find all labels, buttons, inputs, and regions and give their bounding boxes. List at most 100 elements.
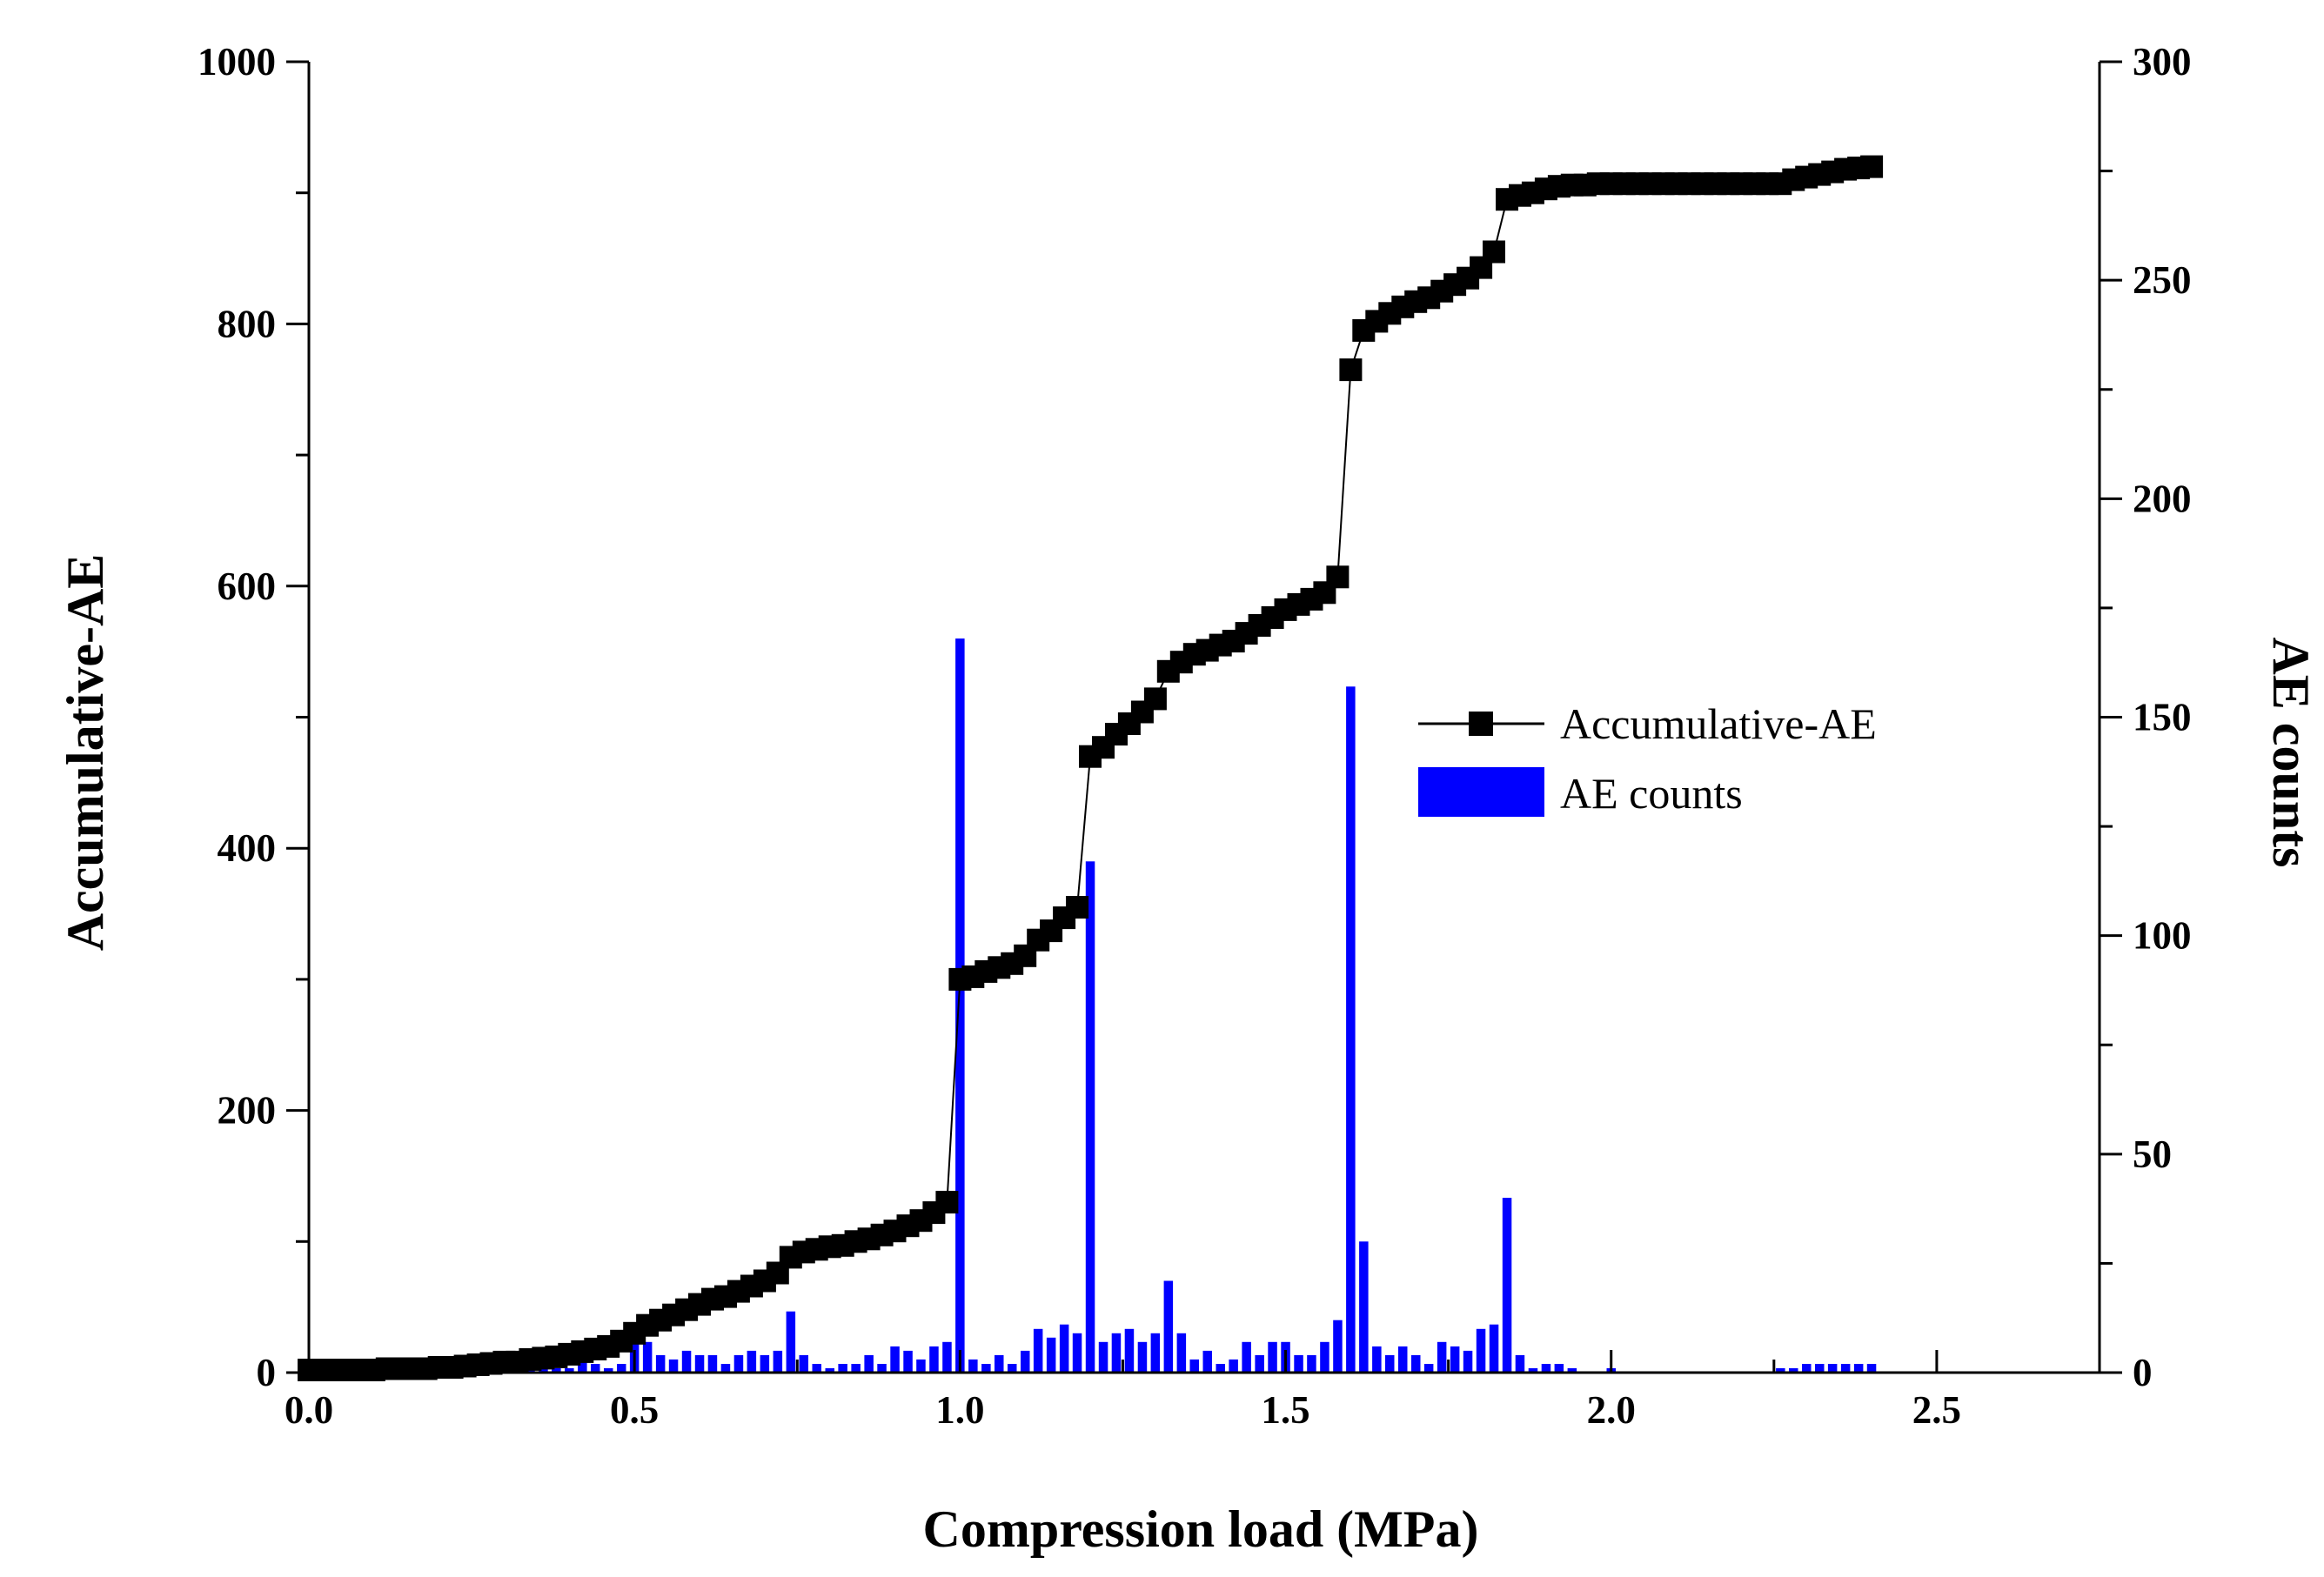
bar [1476,1328,1486,1373]
bar [1111,1333,1122,1373]
legend-marker-swatch [1469,712,1493,736]
bar [1489,1324,1499,1373]
bar [1385,1354,1395,1373]
bar [1320,1341,1329,1373]
bar [1176,1333,1187,1373]
bar [1789,1368,1798,1373]
bar [720,1364,731,1373]
bar [1359,1241,1369,1373]
bar [1294,1354,1303,1373]
y-axis-left-title: Accumulative-AE [57,554,114,952]
bar [903,1350,913,1373]
bar [877,1364,887,1373]
data-point [935,1191,959,1214]
bar [851,1364,861,1373]
y-axis-right-title: AE counts [2262,637,2320,867]
legend-label-ae-counts: AE counts [1560,769,1743,818]
accumulative-ae-series [298,155,1884,1381]
x-tick-label: 1.0 [935,1388,984,1432]
bar [1346,686,1356,1373]
bar [1124,1328,1135,1373]
bar [1202,1350,1212,1373]
x-tick-label: 0.0 [285,1388,333,1432]
bar [1046,1337,1056,1373]
bar [1189,1359,1199,1373]
legend: Accumulative-AE AE counts [1418,699,1877,818]
bar [799,1354,808,1373]
data-point [1860,155,1884,178]
bar [825,1368,834,1373]
bar [1242,1341,1251,1373]
bar [786,1311,796,1373]
y-right-tick-label: 150 [2133,696,2192,739]
y-right-tick-label: 0 [2133,1351,2153,1394]
bar [1033,1328,1043,1373]
bar [929,1346,939,1373]
x-tick-label: 1.5 [1261,1388,1309,1432]
bar [694,1354,705,1373]
bar [604,1368,613,1373]
bar [890,1346,900,1373]
bar [1815,1364,1825,1373]
bar [1333,1320,1343,1373]
bar [1866,1364,1877,1373]
x-axis-title: Compression load (MPa) [923,1500,1479,1558]
y-left-tick-label: 800 [218,302,277,345]
bar [642,1341,653,1373]
bar [864,1354,874,1373]
data-point [1066,896,1089,919]
bar [1802,1364,1812,1373]
y-right-tick-label: 50 [2133,1133,2172,1176]
bar [1150,1333,1161,1373]
bar [916,1359,926,1373]
y-left-tick-label: 1000 [198,40,276,84]
y-left-tick-label: 400 [218,826,277,870]
y-right-tick-label: 250 [2133,258,2192,302]
bar [1137,1341,1148,1373]
bar [1229,1359,1238,1373]
data-point [1483,240,1505,264]
bar [668,1359,679,1373]
x-tick-label: 2.0 [1587,1388,1636,1432]
bar [1216,1364,1225,1373]
bar [1398,1346,1408,1373]
bar [1437,1341,1447,1373]
bar [968,1359,978,1373]
bar [1307,1354,1316,1373]
bar [1827,1364,1838,1373]
y-left-tick-label: 200 [218,1089,277,1133]
legend-label-accumulative-ae: Accumulative-AE [1560,699,1877,748]
bar [617,1364,626,1373]
bar [1567,1368,1577,1373]
bar [1411,1354,1421,1373]
bar [1554,1364,1564,1373]
x-tick-label: 0.5 [610,1388,659,1432]
bar [1085,861,1095,1373]
bar [760,1354,770,1373]
bar [1098,1341,1108,1373]
data-point [1143,687,1167,711]
bar [1423,1364,1434,1373]
y-left-tick-label: 600 [218,565,277,608]
bar [1502,1198,1512,1373]
data-point [1326,565,1350,589]
y-right-tick-label: 100 [2133,914,2192,958]
ticks: 0.0 0.5 1.0 1.5 2.0 2.5 0 200 400 600 800 1000 0 50 10… [198,40,2192,1432]
bar [733,1354,744,1373]
bar [1059,1324,1069,1373]
x-tick-label: 2.5 [1912,1388,1961,1432]
y-right-tick-label: 200 [2133,477,2192,520]
bar [1528,1368,1538,1373]
bar [552,1368,561,1373]
bar [1450,1346,1460,1373]
y-left-tick-label: 0 [257,1351,277,1394]
y-right-tick-label: 300 [2133,40,2192,84]
bar [1372,1346,1382,1373]
bar [591,1364,600,1373]
bar [1541,1364,1551,1373]
bar [1255,1354,1264,1373]
bar [1840,1364,1851,1373]
bar [1515,1354,1525,1373]
bar [981,1364,991,1373]
